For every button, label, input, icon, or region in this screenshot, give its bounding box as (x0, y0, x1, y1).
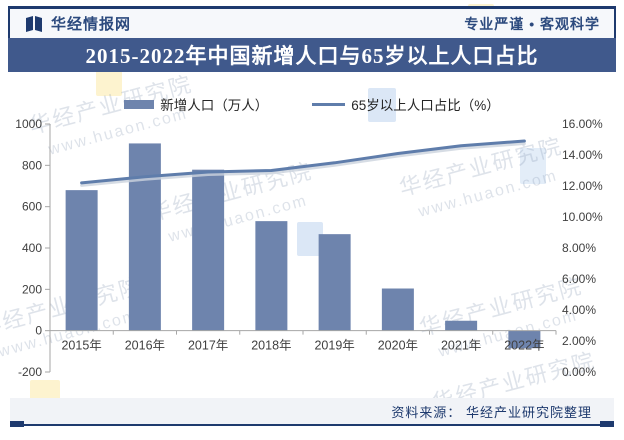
right-axis-label: 6.00% (562, 272, 596, 286)
brand: 华经情报网 (24, 13, 131, 34)
left-axis-label: 200 (22, 282, 42, 296)
x-axis-label: 2021年 (441, 339, 481, 353)
header-bar: 华经情报网 专业严谨 • 客观科学 (8, 6, 616, 38)
footer-divider (10, 424, 614, 426)
source-strip: 资料来源： 华经产业研究院整理 (10, 398, 614, 424)
line-swatch-icon (312, 102, 346, 106)
title-banner: 2015-2022年中国新增人口与65岁以上人口占比 (8, 38, 616, 72)
brand-name: 华经情报网 (51, 16, 132, 33)
left-axis-label: -200 (18, 365, 42, 379)
left-axis-label: 400 (22, 241, 42, 255)
trend-line-shadow (80, 142, 526, 187)
bar-2020年 (381, 288, 414, 331)
legend-item-bar: 新增人口（万人） (124, 94, 268, 114)
footer-divider-cap-left (10, 421, 24, 427)
x-axis-label: 2018年 (251, 339, 291, 353)
left-axis-label: 600 (22, 200, 42, 214)
right-axis-label: 16.00% (562, 117, 603, 131)
x-axis-label: 2017年 (188, 339, 228, 353)
bar-swatch-icon (124, 99, 155, 109)
right-axis-label: 12.00% (562, 179, 603, 193)
bar-2017年 (192, 169, 225, 331)
right-axis-label: 14.00% (562, 148, 603, 162)
legend-bar-label: 新增人口（万人） (160, 98, 269, 113)
header-slogan: 专业严谨 • 客观科学 (464, 15, 600, 32)
right-axis-label: 10.00% (562, 210, 603, 224)
left-axis-label: 800 (22, 158, 42, 172)
trend-line (80, 139, 526, 185)
legend-item-line: 65岁以上人口占比（%） (312, 94, 500, 114)
bar-2021年 (445, 320, 478, 331)
x-axis-label: 2016年 (125, 339, 165, 353)
x-axis-label: 2022年 (504, 339, 544, 353)
right-axis-label: 0.00% (562, 365, 596, 379)
footer-divider-cap-right (600, 421, 614, 427)
legend-line-label: 65岁以上人口占比（%） (351, 98, 500, 113)
left-axis-label: 0 (35, 324, 42, 338)
bar-2018年 (255, 221, 288, 331)
watermark-blob-blue-3 (520, 148, 546, 184)
x-axis-label: 2015年 (61, 339, 101, 353)
watermark-blob-blue-1 (368, 88, 396, 122)
chart-legend: 新增人口（万人） 65岁以上人口占比（%） (0, 94, 624, 114)
chart-title: 2015-2022年中国新增人口与65岁以上人口占比 (85, 44, 539, 68)
right-axis-label: 4.00% (562, 303, 596, 317)
left-axis-label: 1000 (15, 117, 42, 131)
bar-2022年 (508, 330, 541, 349)
huajing-logo-icon (24, 15, 44, 33)
right-axis-label: 8.00% (562, 241, 596, 255)
bar-2015年 (65, 190, 98, 331)
right-axis-label: 2.00% (562, 334, 596, 348)
bar-2019年 (318, 234, 351, 331)
x-axis-label: 2019年 (314, 339, 354, 353)
bar-2016年 (128, 143, 161, 331)
x-axis-label: 2020年 (378, 339, 418, 353)
source-text: 资料来源： 华经产业研究院整理 (391, 404, 592, 420)
